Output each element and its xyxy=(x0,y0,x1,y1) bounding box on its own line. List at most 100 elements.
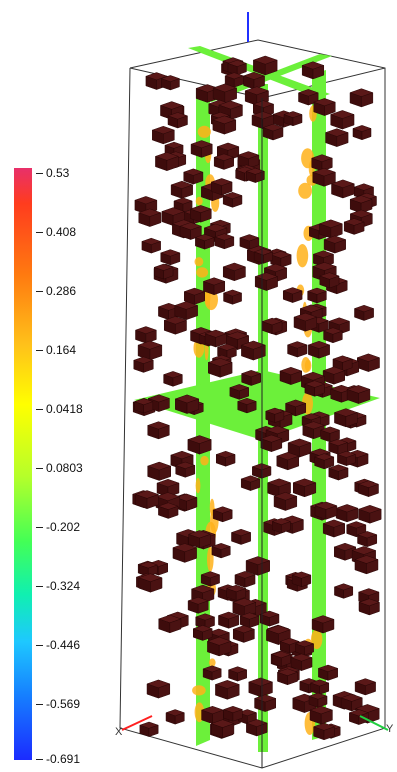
block-face xyxy=(224,236,235,250)
block-face xyxy=(356,415,367,428)
block-face xyxy=(174,712,185,725)
block-face xyxy=(158,398,170,412)
block-face xyxy=(271,438,283,453)
block-cube xyxy=(271,651,292,667)
block-face xyxy=(292,290,303,303)
block-cube xyxy=(183,287,206,305)
block-face xyxy=(292,519,304,534)
block-cube xyxy=(222,289,243,305)
block-cube xyxy=(240,369,262,386)
block-face xyxy=(170,252,181,266)
block-face xyxy=(143,401,154,414)
block-cube xyxy=(224,72,245,88)
block-cube xyxy=(319,272,340,289)
colorbar-tick-8: -0.446 xyxy=(36,638,80,652)
block-face xyxy=(317,695,328,708)
block-cube xyxy=(239,612,260,629)
block-cube xyxy=(279,366,303,385)
block-face xyxy=(175,319,187,335)
x-axis-line xyxy=(121,715,153,731)
block-cube xyxy=(212,83,238,104)
block-face xyxy=(166,156,179,172)
block-face xyxy=(336,132,349,148)
block-face xyxy=(295,403,307,417)
block-cube xyxy=(137,340,163,361)
block-face xyxy=(200,208,212,223)
block-cube xyxy=(192,625,213,641)
block-face xyxy=(304,643,314,656)
block-face xyxy=(163,266,174,280)
block-cube xyxy=(210,178,233,196)
block-cube xyxy=(292,478,317,498)
block-face xyxy=(194,291,205,305)
block-cube xyxy=(187,597,209,614)
block-face xyxy=(224,119,237,135)
block-cube xyxy=(141,237,162,254)
block-face xyxy=(342,114,355,130)
block-cube xyxy=(309,679,330,695)
block-cube xyxy=(301,61,325,80)
block-cube xyxy=(147,394,171,412)
block-face xyxy=(323,726,335,741)
block-cube xyxy=(310,154,334,172)
block-cube xyxy=(356,353,381,372)
block-cube xyxy=(167,112,189,129)
block-face xyxy=(312,65,325,80)
block-cube xyxy=(240,475,261,491)
block-cube xyxy=(207,358,233,378)
block-cube xyxy=(328,464,349,481)
block-cube xyxy=(287,438,312,458)
block-face xyxy=(199,439,212,455)
block-face xyxy=(201,143,213,158)
block-cube xyxy=(170,180,194,199)
block-cube xyxy=(335,504,359,523)
block-cube xyxy=(290,653,313,672)
block-cube xyxy=(227,59,248,76)
block-cube xyxy=(269,250,292,268)
block-face xyxy=(172,374,183,387)
hot-spot xyxy=(195,196,203,206)
block-face xyxy=(225,454,236,467)
block-face xyxy=(163,129,175,145)
block-face xyxy=(237,669,247,682)
block-cube xyxy=(324,128,349,148)
colorbar-gradient xyxy=(14,168,32,760)
block-cube xyxy=(163,316,188,335)
block-cube xyxy=(322,519,346,538)
hot-spot xyxy=(296,244,309,268)
colorbar-tick-9: -0.569 xyxy=(36,697,80,711)
block-face xyxy=(322,619,335,634)
hot-spot xyxy=(192,685,206,696)
block-cube xyxy=(133,356,155,373)
block-face xyxy=(314,383,325,397)
block-face xyxy=(330,223,343,239)
block-face xyxy=(250,373,262,386)
block-cube xyxy=(273,492,298,511)
block-face xyxy=(260,681,273,698)
block-face xyxy=(324,101,336,116)
block-face xyxy=(336,280,348,295)
hot-spot xyxy=(200,455,209,466)
block-cube xyxy=(260,434,283,453)
block-face xyxy=(342,183,355,199)
block-face xyxy=(360,198,373,214)
block-face xyxy=(263,251,273,264)
block-cube xyxy=(254,272,279,291)
block-cube xyxy=(283,111,303,127)
block-face xyxy=(226,346,237,360)
block-cube xyxy=(146,461,172,481)
block-face xyxy=(361,128,372,141)
block-face xyxy=(366,559,379,575)
block-face xyxy=(363,308,374,321)
block-cube xyxy=(358,598,381,616)
block-face xyxy=(319,682,330,695)
block-face xyxy=(318,344,330,359)
block-cube xyxy=(340,693,364,712)
block-cube xyxy=(200,571,221,587)
block-face xyxy=(253,75,265,90)
block-field xyxy=(131,55,382,741)
block-face xyxy=(149,212,162,227)
block-face xyxy=(272,127,284,141)
block-face xyxy=(169,618,182,634)
